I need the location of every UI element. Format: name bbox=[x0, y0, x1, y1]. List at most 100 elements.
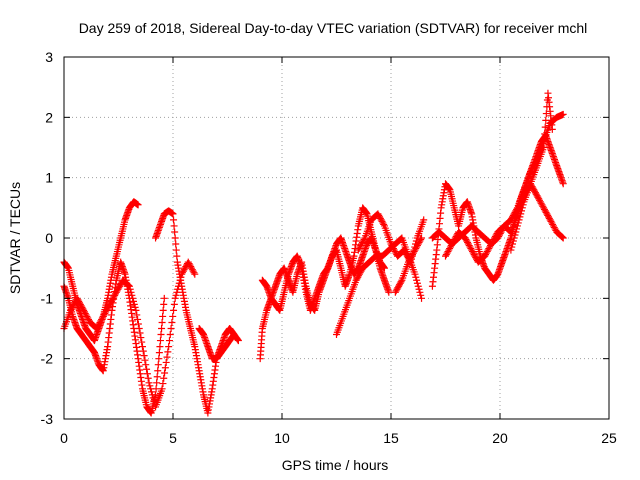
data-point-interp bbox=[549, 222, 557, 230]
ticks-layer bbox=[63, 56, 610, 420]
data-point-interp bbox=[70, 300, 78, 308]
data-point-interp bbox=[171, 234, 179, 242]
data-point bbox=[448, 240, 456, 248]
data-point-interp bbox=[442, 251, 450, 259]
data-point bbox=[374, 210, 382, 218]
data-point-interp bbox=[188, 266, 196, 274]
data-point-interp bbox=[354, 273, 362, 281]
data-point-interp bbox=[412, 273, 420, 281]
data-point-interp bbox=[535, 195, 543, 203]
data-point-interp bbox=[414, 282, 422, 290]
data-point-interp bbox=[468, 248, 476, 256]
data-point-interp bbox=[170, 216, 178, 224]
data-point-interp bbox=[166, 331, 174, 339]
data-point-interp bbox=[489, 237, 497, 245]
data-point bbox=[169, 210, 177, 218]
data-point-interp bbox=[417, 236, 425, 244]
data-point-interp bbox=[179, 269, 187, 277]
data-point-interp bbox=[415, 239, 423, 247]
series-track-l bbox=[428, 110, 567, 248]
data-point bbox=[418, 234, 426, 242]
data-point-interp bbox=[413, 242, 421, 250]
data-point-interp bbox=[101, 309, 109, 317]
series-track-i bbox=[333, 234, 426, 339]
data-point-interp bbox=[544, 211, 552, 219]
data-point-interp bbox=[168, 318, 176, 326]
data-point-interp bbox=[147, 385, 155, 393]
data-point-interp bbox=[483, 248, 491, 256]
data-point bbox=[548, 125, 556, 133]
data-point-interp bbox=[450, 237, 458, 245]
data-point-interp bbox=[163, 353, 171, 361]
data-point-interp bbox=[68, 303, 76, 311]
data-point-interp bbox=[540, 205, 548, 213]
data-point bbox=[468, 246, 476, 254]
data-point-interp bbox=[134, 320, 142, 328]
y-tick-labels: -3 -2 -1 0 1 2 3 bbox=[41, 49, 54, 427]
data-point-interp bbox=[170, 300, 178, 308]
data-point bbox=[73, 294, 81, 302]
data-point-interp bbox=[408, 252, 416, 260]
data-point-interp bbox=[94, 321, 102, 329]
data-point-interp bbox=[443, 249, 451, 257]
data-point-interp bbox=[95, 320, 103, 328]
data-point-interp bbox=[144, 374, 152, 382]
data-point bbox=[112, 288, 120, 296]
series-track-j bbox=[391, 234, 426, 296]
data-point-interp bbox=[142, 361, 150, 369]
data-point-interp bbox=[512, 228, 520, 236]
chart-title: Day 259 of 2018, Sidereal Day-to-day VTE… bbox=[79, 20, 588, 36]
data-point-interp bbox=[356, 243, 364, 251]
data-point-interp bbox=[543, 210, 551, 218]
data-point-interp bbox=[107, 297, 115, 305]
data-point-interp bbox=[131, 303, 139, 311]
data-point-interp bbox=[414, 240, 422, 248]
data-point-interp bbox=[141, 356, 149, 364]
data-point-interp bbox=[110, 293, 118, 301]
data-point-interp bbox=[355, 270, 363, 278]
data-point-interp bbox=[357, 267, 365, 275]
y-axis-label: SDTVAR / TECUs bbox=[7, 182, 23, 294]
data-point-interp bbox=[146, 382, 154, 390]
data-point-interp bbox=[161, 369, 169, 377]
data-point-interp bbox=[391, 248, 399, 256]
data-point-interp bbox=[378, 217, 386, 225]
data-point-interp bbox=[356, 269, 364, 277]
data-point-interp bbox=[138, 338, 146, 346]
data-point-interp bbox=[125, 282, 133, 290]
data-point-interp bbox=[413, 279, 421, 287]
x-axis-label: GPS time / hours bbox=[282, 457, 389, 473]
data-point-interp bbox=[147, 388, 155, 396]
y-tick-label: -1 bbox=[41, 290, 54, 306]
data-point-interp bbox=[129, 294, 137, 302]
data-points-layer bbox=[60, 89, 567, 417]
data-point-interp bbox=[173, 288, 181, 296]
data-point-interp bbox=[486, 243, 494, 251]
data-point-interp bbox=[518, 204, 526, 212]
data-point-interp bbox=[447, 242, 455, 250]
x-tick-labels: 0 5 10 15 20 25 bbox=[60, 430, 617, 446]
data-point-interp bbox=[510, 234, 518, 242]
data-point-interp bbox=[94, 323, 102, 331]
data-point-interp bbox=[541, 130, 549, 138]
data-point-interp bbox=[162, 358, 170, 366]
data-point-interp bbox=[471, 252, 479, 260]
data-point-interp bbox=[380, 220, 388, 228]
data-point-interp bbox=[519, 201, 527, 209]
series-track-f bbox=[256, 204, 393, 363]
data-point-interp bbox=[509, 240, 517, 248]
data-point-interp bbox=[452, 232, 460, 240]
data-point bbox=[481, 252, 489, 260]
data-point-interp bbox=[542, 110, 550, 118]
data-point-interp bbox=[358, 240, 366, 248]
data-point bbox=[191, 270, 199, 278]
data-point-interp bbox=[186, 261, 194, 269]
data-point-interp bbox=[190, 269, 198, 277]
data-point-interp bbox=[80, 308, 88, 316]
data-point-interp bbox=[488, 239, 496, 247]
data-point-interp bbox=[396, 279, 404, 287]
data-point-interp bbox=[153, 379, 161, 387]
y-tick-label: -3 bbox=[41, 411, 54, 427]
data-point bbox=[559, 234, 567, 242]
data-point-interp bbox=[77, 302, 85, 310]
